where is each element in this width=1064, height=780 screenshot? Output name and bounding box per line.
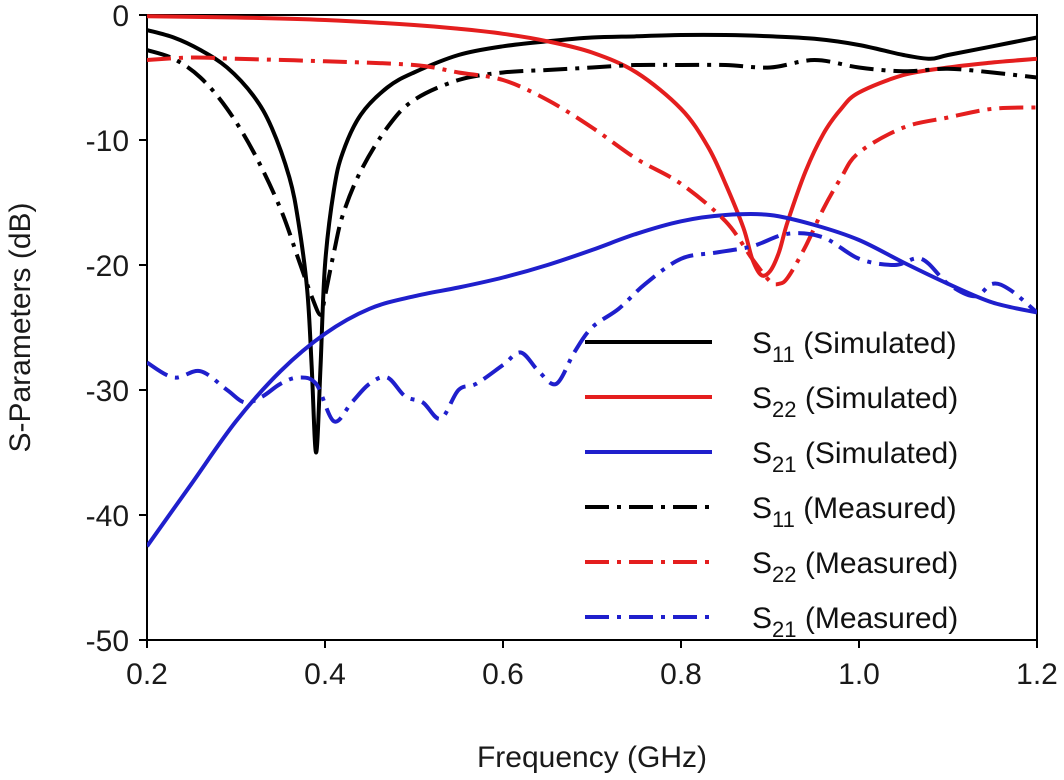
y-tick-label: -50 (86, 625, 129, 658)
series-line-s11-measured (147, 48, 1037, 317)
y-axis: 0 -10 -20 -30 -40 -50 (86, 0, 147, 658)
legend: S11 (Simulated) S22 (Simulated) S21 (Simul… (585, 327, 958, 642)
series-layer (147, 14, 1037, 548)
y-tick-label: -20 (86, 250, 129, 283)
x-tick-label: 1.0 (838, 658, 880, 691)
y-tick-label: -30 (86, 375, 129, 408)
x-tick-label: 1.2 (1016, 658, 1058, 691)
y-axis-title: S-Parameters (dB) (4, 202, 37, 452)
y-tick-label: -40 (86, 500, 129, 533)
x-tick-label: 0.6 (482, 658, 524, 691)
y-tick-label: 0 (112, 0, 129, 33)
legend-label: S22 (Simulated) (752, 382, 958, 422)
x-tick-label: 0.2 (126, 658, 168, 691)
series-line-s11-simulated (147, 28, 1037, 455)
series-line-s22-simulated (147, 14, 1037, 278)
x-axis: 0.2 0.4 0.6 0.8 1.0 1.2 (126, 640, 1058, 691)
legend-label: S11 (Simulated) (752, 327, 957, 367)
plot-area (146, 14, 1038, 641)
series-line-s22-measured (147, 55, 1037, 287)
legend-label: S22 (Measured) (752, 547, 958, 587)
x-tick-label: 0.4 (304, 658, 346, 691)
x-axis-title: Frequency (GHz) (477, 741, 707, 774)
legend-label: S21 (Measured) (752, 602, 958, 642)
y-tick-label: -10 (86, 125, 129, 158)
series-line-s21-simulated (147, 211, 1037, 548)
x-tick-label: 0.8 (660, 658, 702, 691)
plot-frame (146, 14, 1038, 641)
series-line-s21-measured (147, 231, 1037, 424)
legend-label: S11 (Measured) (752, 492, 957, 532)
legend-label: S21 (Simulated) (752, 437, 958, 477)
